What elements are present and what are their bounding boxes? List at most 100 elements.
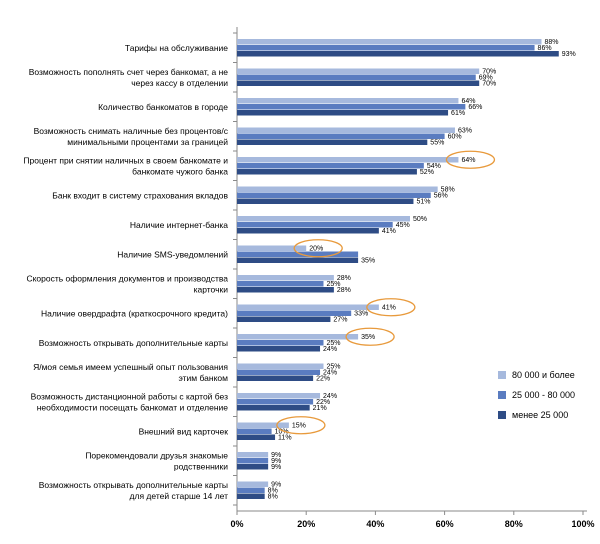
bar xyxy=(237,363,324,369)
bar xyxy=(237,375,314,381)
x-tick-label: 100% xyxy=(571,519,594,529)
category-label: Возможность дистанционной работы с карто… xyxy=(31,391,229,412)
category-label: Возможность открывать дополнительные кар… xyxy=(39,480,228,501)
bar-value-label: 69% xyxy=(479,75,493,82)
bar-value-label: 51% xyxy=(416,199,430,206)
bar xyxy=(237,133,445,139)
bar-value-label: 41% xyxy=(382,228,396,235)
bar-value-label: 11% xyxy=(278,435,292,442)
category-label: Порекомендовали друзья знакомые родственн… xyxy=(85,450,228,471)
legend-item-high: 80 000 и более xyxy=(498,365,598,385)
bar-value-label: 9% xyxy=(271,464,281,471)
bar-value-label: 20% xyxy=(309,246,323,253)
bar-value-label: 25% xyxy=(327,281,341,288)
bar-value-label: 54% xyxy=(427,163,441,170)
category-label: Наличие SMS-уведомлений xyxy=(117,249,228,259)
category-label: Возможность открывать дополнительные кар… xyxy=(39,338,228,348)
bar-value-label: 61% xyxy=(451,110,465,117)
bar-value-label: 9% xyxy=(271,482,281,489)
bar xyxy=(237,39,542,45)
highlight-ellipse xyxy=(345,327,395,346)
bar xyxy=(237,310,352,316)
bar-value-label: 93% xyxy=(562,51,576,58)
bar xyxy=(237,245,307,251)
legend-swatch-mid xyxy=(498,391,506,399)
legend-label-high: 80 000 и более xyxy=(512,370,575,380)
highlight-ellipse xyxy=(366,298,416,317)
bar xyxy=(237,481,269,487)
bar-value-label: 66% xyxy=(468,104,482,111)
category-label: Внешний вид карточек xyxy=(139,426,229,436)
bar xyxy=(237,275,334,281)
bar xyxy=(237,340,324,346)
legend: 80 000 и более 25 000 - 80 000 менее 25 … xyxy=(498,365,598,425)
category-label: Наличие интернет-банка xyxy=(130,220,228,230)
category-label: Наличие овердрафта (краткосрочного креди… xyxy=(41,308,228,318)
bar-value-label: 28% xyxy=(337,287,351,294)
bar xyxy=(237,98,459,104)
bar xyxy=(237,346,321,352)
bar xyxy=(237,157,459,163)
bar xyxy=(237,452,269,458)
bar-value-label: 35% xyxy=(361,258,375,265)
bar-value-label: 22% xyxy=(316,376,330,383)
highlight-ellipse xyxy=(293,239,343,258)
category-label: Количество банкоматов в городе xyxy=(98,102,228,112)
bar-value-label: 24% xyxy=(323,393,337,400)
bar-value-label: 8% xyxy=(268,494,278,501)
x-tick-label: 0% xyxy=(230,519,243,529)
bar xyxy=(237,257,359,263)
bar-value-label: 22% xyxy=(316,399,330,406)
bar xyxy=(237,434,276,440)
bar-value-label: 64% xyxy=(461,98,475,105)
bar-value-label: 27% xyxy=(333,317,347,324)
bar-value-label: 55% xyxy=(430,140,444,147)
bar xyxy=(237,251,359,257)
bar xyxy=(237,334,359,340)
bar xyxy=(237,80,480,86)
legend-item-mid: 25 000 - 80 000 xyxy=(498,385,598,405)
bar xyxy=(237,45,535,51)
bar xyxy=(237,222,393,228)
bar-value-label: 21% xyxy=(313,405,327,412)
category-label: Я/моя семья имеем успешный опыт пользова… xyxy=(33,362,228,383)
bar xyxy=(237,399,314,405)
bar-value-label: 70% xyxy=(482,81,496,88)
bar xyxy=(237,393,321,399)
bar xyxy=(237,192,431,198)
bar-value-label: 88% xyxy=(544,39,558,46)
bar-value-label: 50% xyxy=(413,216,427,223)
bar-value-label: 60% xyxy=(448,134,462,141)
category-label: Возможность пополнять счет через банкома… xyxy=(29,67,229,88)
highlight-ellipse xyxy=(445,150,496,169)
x-tick-label: 60% xyxy=(436,519,454,529)
category-label: Возможность снимать наличные без процент… xyxy=(34,126,229,147)
bar-value-label: 25% xyxy=(327,340,341,347)
bar xyxy=(237,163,424,169)
highlight-ellipse xyxy=(276,416,326,435)
bar-value-label: 41% xyxy=(382,305,396,312)
legend-label-low: менее 25 000 xyxy=(512,410,569,420)
category-label: Банк входит в систему страхования вкладо… xyxy=(52,190,228,200)
bar xyxy=(237,186,438,192)
legend-swatch-low xyxy=(498,411,506,419)
bar xyxy=(237,104,466,110)
bar xyxy=(237,68,480,74)
bar-value-label: 10% xyxy=(275,429,289,436)
bar-value-label: 35% xyxy=(361,334,375,341)
bar xyxy=(237,464,269,470)
bar xyxy=(237,428,272,434)
legend-item-low: менее 25 000 xyxy=(498,405,598,425)
bar xyxy=(237,110,449,116)
x-tick-label: 20% xyxy=(297,519,315,529)
bar xyxy=(237,169,417,175)
legend-label-mid: 25 000 - 80 000 xyxy=(512,390,576,400)
bar xyxy=(237,458,269,464)
bar xyxy=(237,74,476,80)
bar xyxy=(237,493,265,499)
bar xyxy=(237,139,428,145)
bar xyxy=(237,127,455,133)
bar-value-label: 28% xyxy=(337,275,351,282)
x-tick-label: 40% xyxy=(366,519,384,529)
